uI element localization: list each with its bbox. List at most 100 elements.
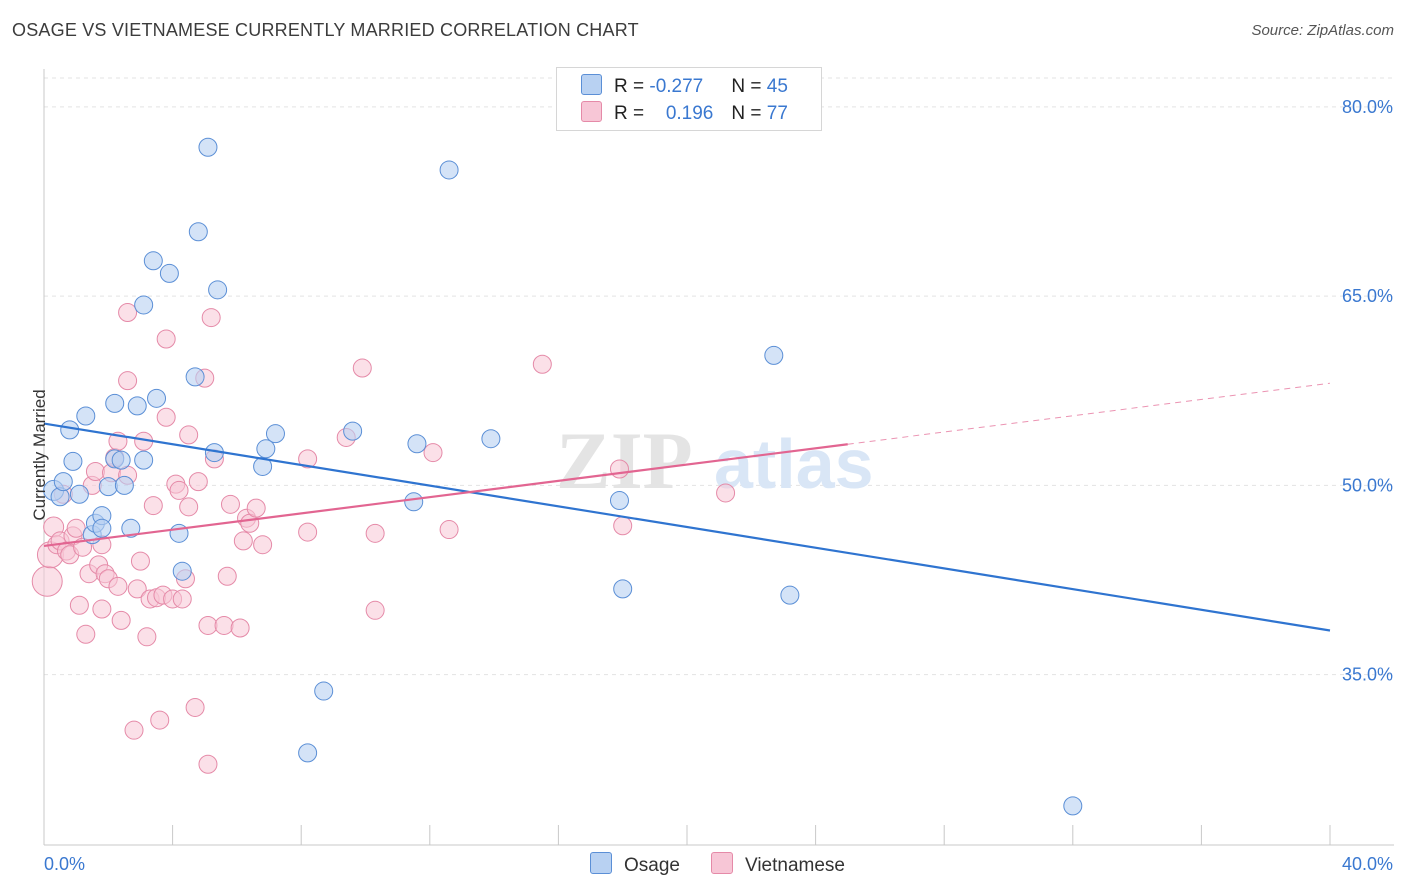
vietnamese-point (124, 720, 144, 740)
osage-point (780, 585, 800, 605)
vietnamese-point (532, 354, 552, 374)
vietnamese-point (198, 754, 218, 774)
vietnamese-point (92, 599, 112, 619)
vietnamese-point (365, 523, 385, 543)
bottom-legend-vietnamese-label: Vietnamese (745, 855, 845, 876)
bottom-legend-osage: Osage (590, 852, 680, 877)
source-label: Source: ZipAtlas.com (1251, 22, 1394, 39)
osage-point (134, 450, 154, 470)
legend-row-vietnamese: R = 0.196 N = 77 (581, 101, 788, 127)
osage-point (1063, 796, 1083, 816)
osage-point (60, 420, 80, 440)
legend-r-label: R = (614, 103, 650, 124)
osage-point (439, 160, 459, 180)
legend-box: R = -0.277 N = 45 R = 0.196 N = 77 (556, 67, 822, 131)
osage-point (76, 406, 96, 426)
vietnamese-trend-line (43, 443, 848, 548)
vietnamese-point (111, 610, 131, 630)
legend-r-value: 0.196 (665, 103, 714, 124)
vietnamese-point (172, 589, 192, 609)
bottom-legend-vietnamese: Vietnamese (711, 852, 845, 877)
vietnamese-point (179, 425, 199, 445)
osage-point (121, 518, 141, 538)
vietnamese-point (31, 565, 63, 597)
osage-point (404, 492, 424, 512)
vietnamese-point (188, 472, 208, 492)
watermark-atlas: atlas (714, 425, 874, 503)
osage-point (143, 251, 163, 271)
osage-point (185, 367, 205, 387)
x-tick-labels: 0.0% 40.0% (44, 854, 1393, 874)
osage-point (105, 393, 125, 413)
y-tick-label: 65.0% (1342, 286, 1393, 306)
bottom-legend-osage-label: Osage (624, 855, 680, 876)
osage-trend-line (43, 422, 1331, 632)
vietnamese-point (253, 535, 273, 555)
osage-point (198, 137, 218, 157)
legend-n-value: 45 (766, 76, 788, 97)
vietnamese-point (214, 615, 234, 635)
vietnamese-swatch (581, 101, 602, 122)
osage-swatch (590, 852, 612, 874)
vietnamese-point (150, 710, 170, 730)
vietnamese-point (66, 518, 86, 538)
vietnamese-point (230, 618, 250, 638)
osage-point (127, 396, 147, 416)
osage-points (43, 137, 1083, 816)
vietnamese-point (613, 516, 633, 536)
vietnamese-point (156, 329, 176, 349)
vietnamese-point (118, 303, 138, 323)
y-tick-label: 50.0% (1342, 475, 1393, 495)
vietnamese-point (76, 624, 96, 644)
osage-point (298, 743, 318, 763)
vietnamese-point (439, 520, 459, 540)
osage-point (208, 280, 228, 300)
vietnamese-swatch (711, 852, 733, 874)
vietnamese-point (118, 371, 138, 391)
y-axis-label: Currently Married (30, 389, 49, 521)
osage-swatch (581, 74, 602, 95)
y-tick-label: 80.0% (1342, 97, 1393, 117)
legend-n-value: 77 (766, 103, 788, 124)
osage-point (481, 429, 501, 449)
vietnamese-trend-line-dashed (847, 382, 1331, 445)
vietnamese-point (130, 551, 150, 571)
vietnamese-point (201, 308, 221, 328)
osage-point (69, 484, 89, 504)
osage-point (613, 579, 633, 599)
osage-point (111, 450, 131, 470)
vietnamese-point (198, 615, 218, 635)
vietnamese-point (352, 358, 372, 378)
legend-n-label: N = (731, 103, 767, 124)
vietnamese-point (169, 480, 189, 500)
osage-point (609, 491, 629, 511)
osage-point (159, 263, 179, 283)
x-tick-label: 40.0% (1342, 854, 1393, 874)
osage-point (63, 451, 83, 471)
osage-point (172, 561, 192, 581)
vietnamese-point (143, 496, 163, 516)
osage-point (92, 518, 112, 538)
osage-point (265, 424, 285, 444)
vietnamese-point (156, 407, 176, 427)
legend-row-osage: R = -0.277 N = 45 (581, 74, 788, 100)
vietnamese-point (609, 459, 629, 479)
vietnamese-point (85, 462, 105, 482)
vietnamese-point (246, 498, 266, 518)
vietnamese-point (69, 595, 89, 615)
vietnamese-point (179, 497, 199, 517)
y-tick-labels: 35.0% 50.0% 65.0% 80.0% (1342, 97, 1393, 685)
osage-point (53, 472, 73, 492)
chart-title: OSAGE VS VIETNAMESE CURRENTLY MARRIED CO… (12, 20, 639, 40)
vietnamese-point (233, 531, 253, 551)
vietnamese-point (108, 576, 128, 596)
vietnamese-point (185, 697, 205, 717)
osage-point (98, 477, 118, 497)
osage-point (256, 439, 276, 459)
vietnamese-point (365, 600, 385, 620)
osage-point (764, 345, 784, 365)
vietnamese-point (220, 494, 240, 514)
vietnamese-point (217, 566, 237, 586)
vietnamese-point (137, 627, 157, 647)
osage-point (134, 295, 154, 315)
